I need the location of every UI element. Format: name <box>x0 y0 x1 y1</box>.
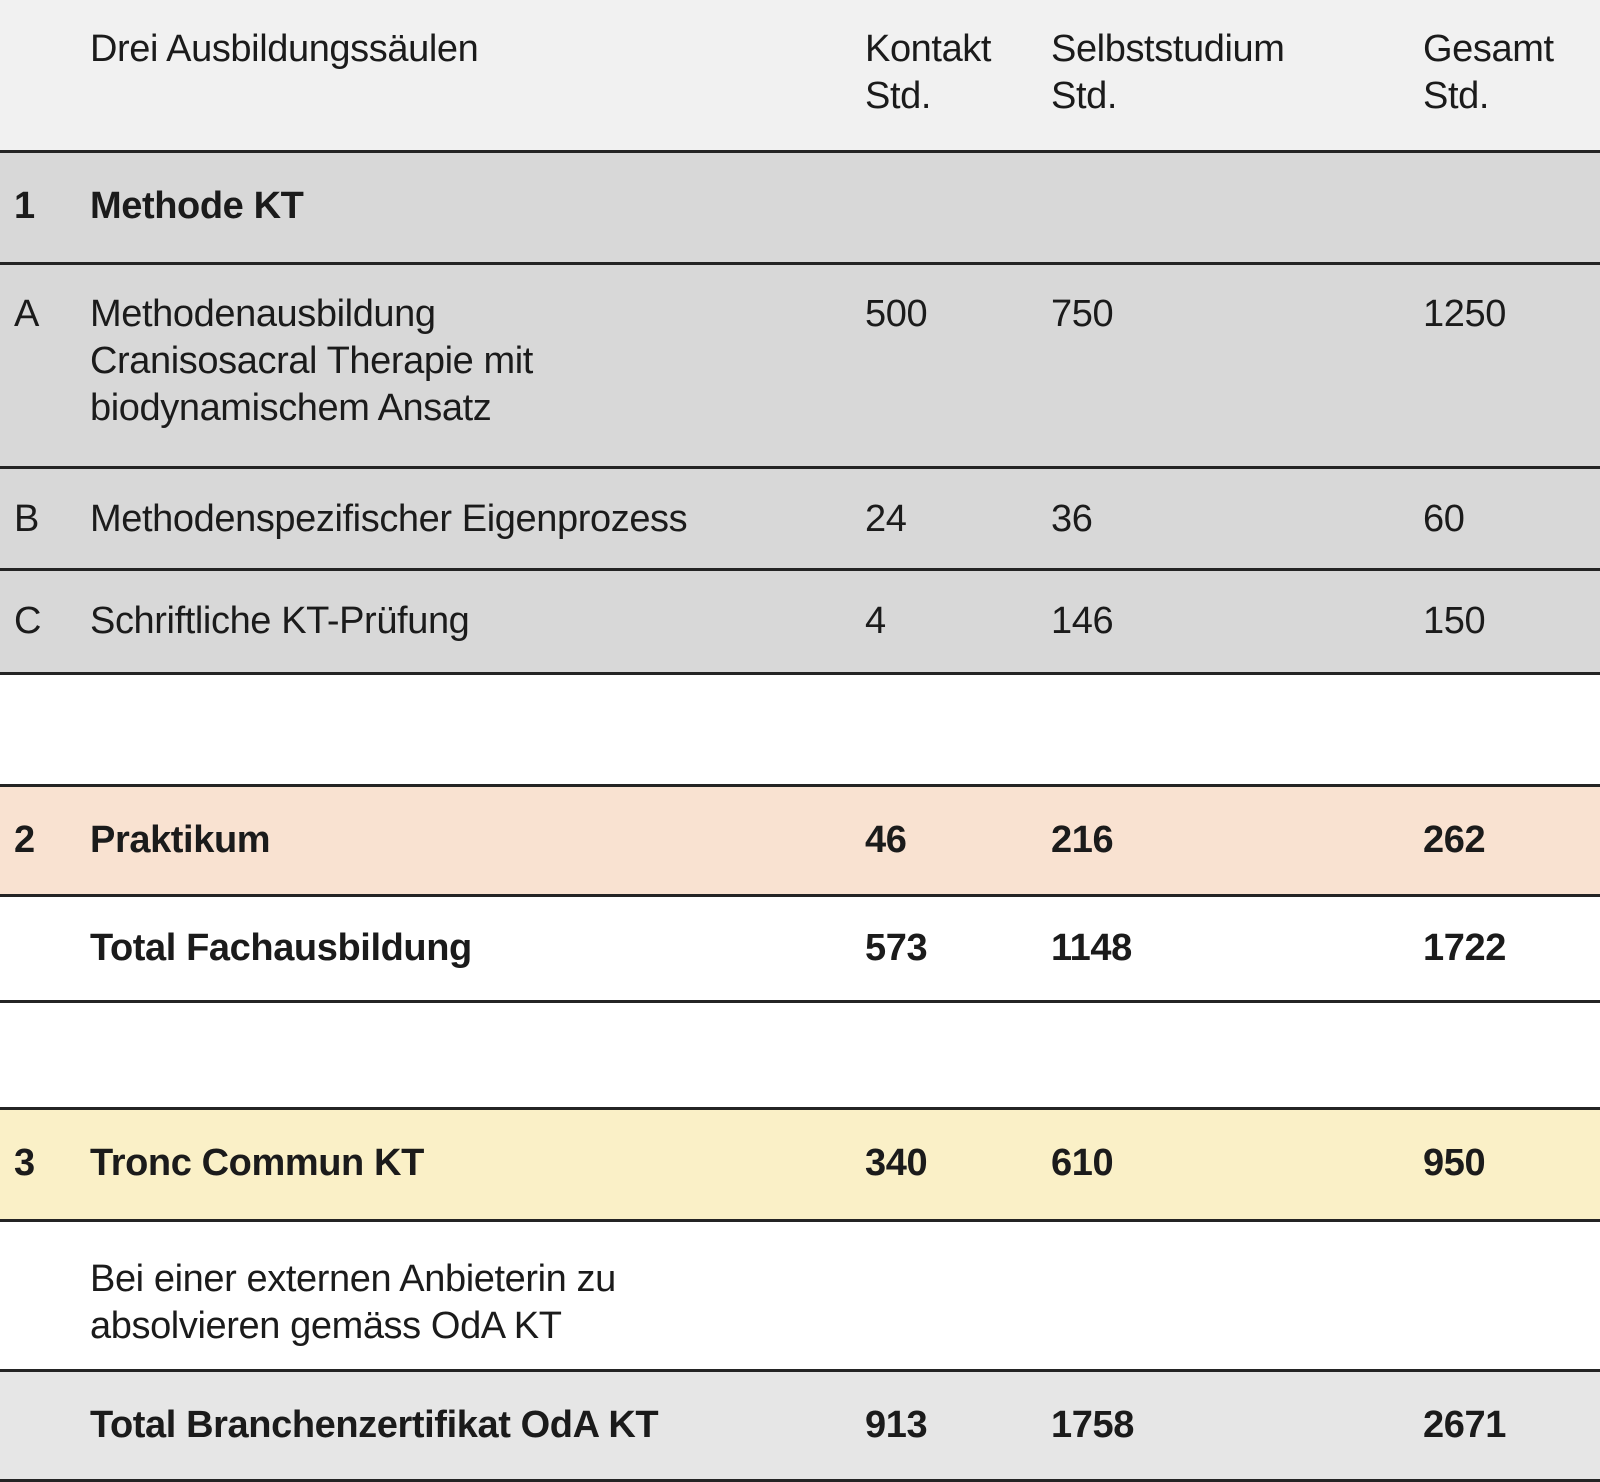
kontakt-value: 46 <box>865 819 907 861</box>
gesamt-value: 60 <box>1423 498 1465 540</box>
row-number: 2 <box>14 819 35 861</box>
item-label: Methodenausbildung Cranisosacral Therapi… <box>90 293 533 429</box>
section-title: Tronc Commun KT <box>90 1142 424 1184</box>
selbststudium-value: 750 <box>1051 293 1114 335</box>
spacer-row <box>0 672 1600 784</box>
gesamt-value: 262 <box>1423 819 1486 861</box>
header-label: Drei Ausbildungssäulen <box>90 28 479 70</box>
spacer-row <box>0 1000 1600 1107</box>
row-praktikum: 2 Praktikum 46 216 262 <box>0 784 1600 894</box>
row-methode-kt: 1 Methode KT <box>0 150 1600 262</box>
selbststudium-value: 146 <box>1051 600 1114 642</box>
gesamt-value: 2671 <box>1423 1404 1506 1446</box>
selbststudium-value: 36 <box>1051 498 1093 540</box>
gesamt-value: 150 <box>1423 600 1486 642</box>
item-label: Schriftliche KT-Prüfung <box>90 600 470 642</box>
note-text: Bei einer externen Anbieterin zu absolvi… <box>90 1258 616 1347</box>
total-label: Total Fachausbildung <box>90 927 472 969</box>
header-gesamt-std: Gesamt Std. <box>1423 28 1554 117</box>
row-letter: C <box>14 600 42 642</box>
section-title: Praktikum <box>90 819 271 861</box>
row-tronc-note: Bei einer externen Anbieterin zu absolvi… <box>0 1219 1600 1369</box>
kontakt-value: 24 <box>865 498 907 540</box>
total-label: Total Branchenzertifikat OdA KT <box>90 1404 659 1446</box>
section-title: Methode KT <box>90 185 304 227</box>
kontakt-value: 573 <box>865 927 928 969</box>
kontakt-value: 913 <box>865 1404 928 1446</box>
row-total-fachausbildung: Total Fachausbildung 573 1148 1722 <box>0 894 1600 1000</box>
header-kontakt-std: Kontakt Std. <box>865 28 992 117</box>
item-label: Methodenspezifischer Eigenprozess <box>90 498 688 540</box>
row-letter: B <box>14 498 39 540</box>
kontakt-value: 4 <box>865 600 886 642</box>
selbststudium-value: 1758 <box>1051 1404 1134 1446</box>
row-total-branchenzertifikat: Total Branchenzertifikat OdA KT 913 1758… <box>0 1369 1600 1482</box>
kontakt-value: 500 <box>865 293 928 335</box>
row-methodenausbildung: A Methodenausbildung Cranisosacral Thera… <box>0 262 1600 466</box>
row-letter: A <box>14 293 39 335</box>
selbststudium-value: 1148 <box>1051 927 1132 969</box>
row-kt-pruefung: C Schriftliche KT-Prüfung 4 146 150 <box>0 568 1600 672</box>
kontakt-value: 340 <box>865 1142 928 1184</box>
row-tronc-commun: 3 Tronc Commun KT 340 610 950 <box>0 1107 1600 1219</box>
table-header-row: Drei Ausbildungssäulen Kontakt Std. Selb… <box>0 0 1600 150</box>
header-selbststudium-std: Selbststudium Std. <box>1051 28 1285 117</box>
gesamt-value: 1722 <box>1423 927 1506 969</box>
row-eigenprozess: B Methodenspezifischer Eigenprozess 24 3… <box>0 466 1600 568</box>
selbststudium-value: 610 <box>1051 1142 1114 1184</box>
gesamt-value: 950 <box>1423 1142 1486 1184</box>
row-number: 3 <box>14 1142 35 1184</box>
selbststudium-value: 216 <box>1051 819 1114 861</box>
gesamt-value: 1250 <box>1423 293 1506 335</box>
row-number: 1 <box>14 185 35 227</box>
